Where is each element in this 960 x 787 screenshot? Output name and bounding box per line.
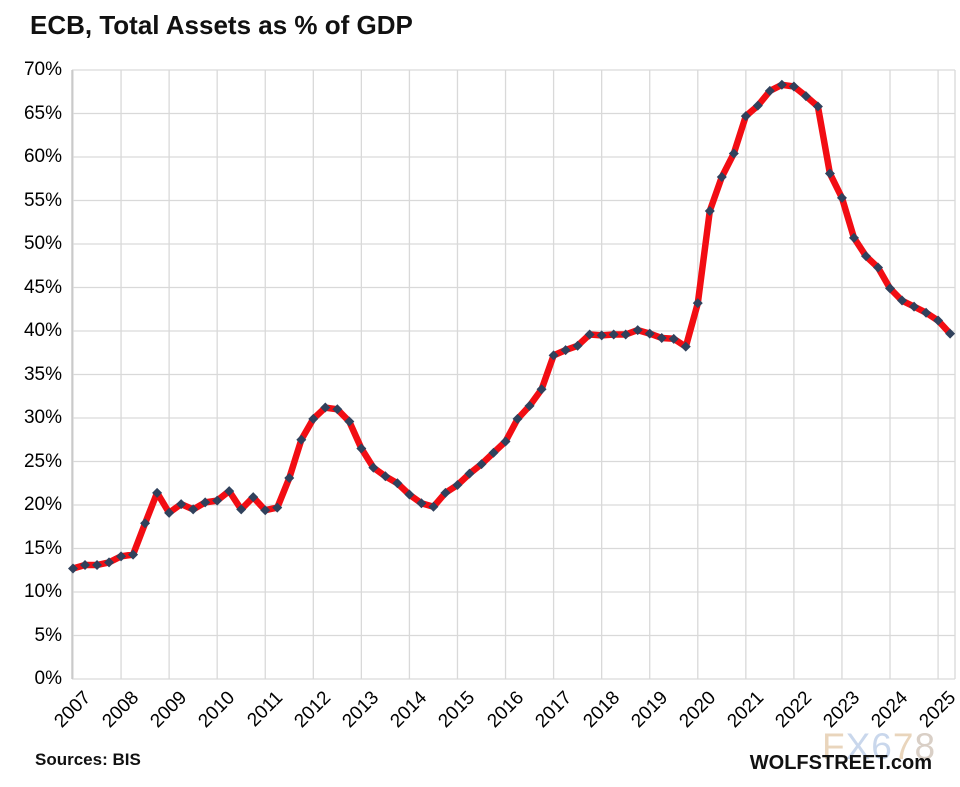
y-tick-label: 65% (23, 102, 62, 124)
y-tick-label: 25% (23, 450, 62, 472)
y-tick-label: 50% (23, 233, 62, 254)
y-tick-label: 55% (23, 189, 62, 211)
y-tick-label: 70% (23, 59, 62, 80)
watermark-fx678: FX678 (822, 726, 936, 768)
y-tick-label: 10% (23, 581, 62, 602)
y-tick-label: 5% (34, 624, 62, 646)
watermark-letter: 8 (914, 726, 937, 767)
brand-label: WOLFSTREET.com (749, 752, 932, 774)
y-tick-label: 0% (34, 668, 62, 689)
watermark-letter: F (822, 726, 846, 767)
y-tick-label: 35% (23, 363, 62, 385)
watermark-letter: 7 (892, 726, 915, 767)
data-point-markers (68, 79, 956, 574)
watermark-letter: 6 (871, 726, 893, 767)
y-tick-label: 15% (23, 537, 62, 559)
watermark-letter: X (845, 726, 872, 767)
chart-title: ECB, Total Assets as % of GDP (30, 10, 413, 40)
y-tick-label: 60% (23, 146, 62, 167)
y-tick-label: 40% (23, 320, 62, 341)
source-label: Sources: BIS (35, 750, 141, 769)
y-tick-label: 45% (23, 276, 62, 298)
y-tick-label: 20% (23, 494, 62, 515)
y-tick-label: 30% (23, 407, 62, 428)
